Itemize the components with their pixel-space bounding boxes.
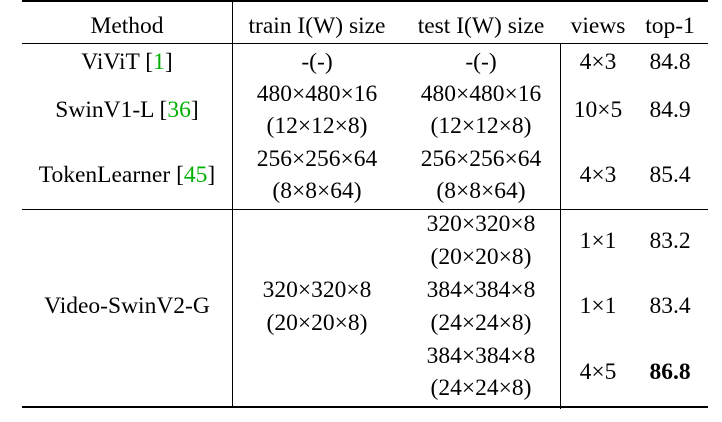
top1-cell: 83.4 xyxy=(649,293,691,319)
test-patch-cell: (12×12×8) xyxy=(430,113,532,139)
train-size-cell: 256×256×64 xyxy=(256,146,378,172)
header-method: Method xyxy=(90,13,164,39)
results-table: Method train I(W) size test I(W) size vi… xyxy=(22,0,708,422)
method-cell: ViViT [1] xyxy=(81,49,173,75)
train-patch-cell: (8×8×64) xyxy=(272,178,362,204)
top1-best-cell: 86.8 xyxy=(649,359,691,385)
citation-link[interactable]: 1 xyxy=(153,49,165,75)
train-size-cell: 320×320×8 xyxy=(262,277,372,303)
test-patch-cell: (24×24×8) xyxy=(430,310,532,336)
test-patch-cell: (24×24×8) xyxy=(430,375,532,401)
method-cell: TokenLearner [45] xyxy=(38,162,216,188)
method-name: TokenLearner xyxy=(38,162,171,188)
header-train-size: train I(W) size xyxy=(248,13,386,39)
group-rule xyxy=(22,209,708,210)
views-cell: 4×3 xyxy=(579,162,617,188)
test-size-cell: 256×256×64 xyxy=(420,146,542,172)
test-size-cell: 480×480×16 xyxy=(420,81,542,107)
citation-link[interactable]: 36 xyxy=(167,97,191,123)
test-size-cell: -(-) xyxy=(465,49,497,75)
test-patch-cell: (8×8×64) xyxy=(436,178,526,204)
views-separator xyxy=(560,43,561,409)
top1-cell: 84.9 xyxy=(649,97,691,123)
method-cell: SwinV1-L [36] xyxy=(55,97,199,123)
header-top1: top-1 xyxy=(645,13,695,39)
header-views: views xyxy=(570,13,626,39)
views-cell: 4×5 xyxy=(579,359,617,385)
views-cell: 4×3 xyxy=(579,49,617,75)
views-cell: 10×5 xyxy=(573,97,623,123)
top1-cell: 85.4 xyxy=(649,162,691,188)
method-name: ViViT xyxy=(81,49,140,75)
top-rule xyxy=(22,0,708,2)
test-size-cell: 384×384×8 xyxy=(426,277,536,303)
citation-link[interactable]: 45 xyxy=(183,162,208,188)
train-size-cell: -(-) xyxy=(301,49,333,75)
test-size-cell: 384×384×8 xyxy=(426,343,536,369)
views-cell: 1×1 xyxy=(579,228,617,254)
method-cell: Video-SwinV2-G xyxy=(44,293,210,319)
header-rule xyxy=(22,43,708,44)
top1-cell: 83.2 xyxy=(649,228,691,254)
train-patch-cell: (20×20×8) xyxy=(266,310,368,336)
test-size-cell: 320×320×8 xyxy=(426,211,536,237)
header-test-size: test I(W) size xyxy=(417,13,545,39)
train-patch-cell: (12×12×8) xyxy=(266,113,368,139)
train-size-cell: 480×480×16 xyxy=(256,81,378,107)
method-separator xyxy=(232,0,233,408)
test-patch-cell: (20×20×8) xyxy=(430,244,532,270)
method-name: SwinV1-L xyxy=(55,97,154,123)
views-cell: 1×1 xyxy=(579,293,617,319)
top1-cell: 84.8 xyxy=(649,49,691,75)
bottom-rule xyxy=(22,406,708,408)
